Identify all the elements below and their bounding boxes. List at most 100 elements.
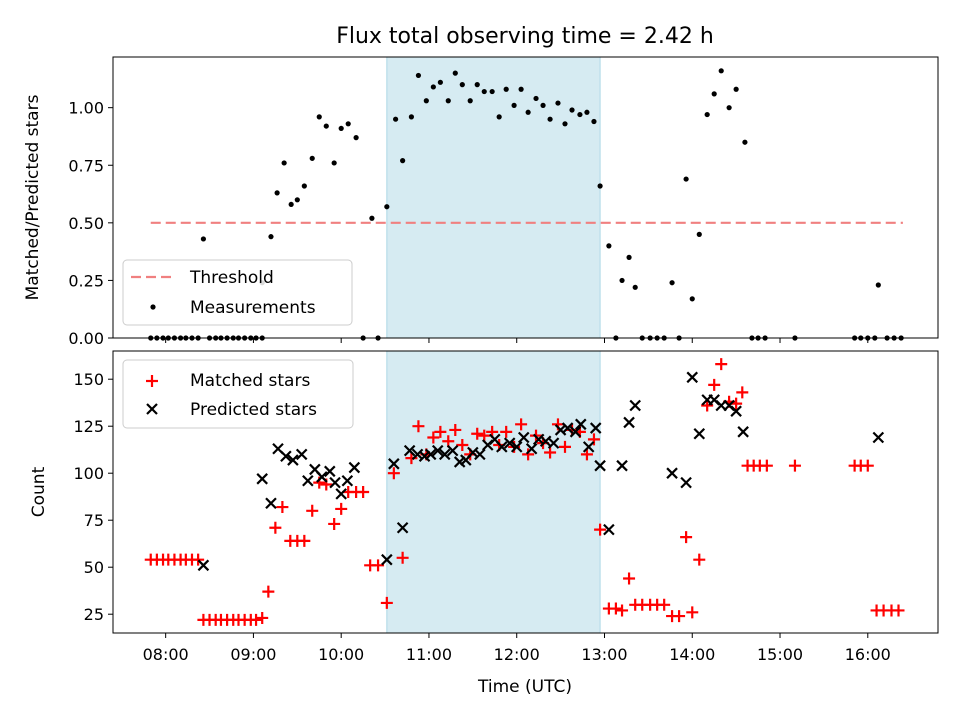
predicted-star-point	[280, 450, 292, 463]
matched-star-point	[673, 610, 686, 623]
bottom-highlight-span	[386, 350, 601, 634]
top-y-axis-label: Matched/Predicted stars	[23, 94, 43, 300]
matched-star-point	[788, 459, 801, 472]
predicted-star-point	[302, 474, 314, 487]
matched-star-point	[412, 420, 425, 433]
matched-star-point	[892, 604, 905, 617]
top-highlight-span	[386, 56, 601, 339]
matched-star-point	[760, 459, 773, 472]
measurement-point	[345, 121, 351, 127]
measurement-point	[309, 155, 315, 161]
matched-star-point	[328, 517, 341, 530]
measurement-point	[274, 190, 280, 196]
measurement-point	[393, 116, 399, 122]
predicted-star-point	[569, 426, 582, 438]
x-axis-label: Time (UTC)	[477, 677, 572, 697]
top-y-axis-ticks: 0.00 0.25 0.50 0.75 1.00	[68, 99, 113, 348]
matched-star-point	[434, 425, 447, 438]
predicted-star-point	[396, 521, 409, 534]
predicted-star-point	[329, 476, 341, 489]
matched-star-point	[609, 602, 622, 615]
matched-star-point	[357, 486, 370, 498]
measurement-point	[511, 102, 517, 108]
matched-star-point	[449, 423, 462, 436]
matched-star-point	[306, 504, 319, 517]
matched-star-point	[686, 606, 699, 619]
matched-star-point	[192, 553, 205, 566]
bottom-legend: Matched stars Predicted stars	[122, 359, 354, 429]
matched-star-point	[715, 358, 728, 371]
measurement-point	[742, 139, 748, 145]
measurement-point	[496, 114, 502, 120]
predicted-star-point	[686, 371, 699, 384]
measurement-point	[316, 114, 322, 120]
measurement-point	[555, 100, 561, 106]
measurement-point	[474, 82, 480, 88]
measurement-point	[562, 121, 568, 127]
predicted-star-point	[730, 405, 742, 417]
predicted-star-point	[295, 448, 308, 461]
matched-star-point	[515, 418, 528, 431]
bottom-y-tick-label: 25	[84, 605, 104, 624]
bottom-y-tick-label: 75	[84, 511, 104, 530]
predicted-star-point	[431, 444, 444, 457]
measurement-point	[696, 231, 702, 237]
bottom-legend-box	[122, 359, 354, 429]
legend-measurements-label: Measurements	[190, 298, 316, 318]
bottom-y-tick-label: 50	[84, 558, 104, 577]
measurement-point	[294, 197, 300, 203]
predicted-star-point	[582, 441, 595, 453]
matched-star-point	[680, 531, 693, 544]
measurement-point	[301, 183, 307, 189]
measurement-point	[452, 70, 458, 76]
matched-star-point	[658, 598, 671, 611]
matched-star-point	[250, 613, 263, 626]
predicted-star-point	[348, 461, 361, 474]
predicted-star-point	[737, 426, 749, 438]
bottom-x-tick-label: 08:00	[143, 645, 189, 664]
bottom-y-axis-label: Count	[29, 466, 49, 517]
matched-star-point	[558, 440, 571, 453]
matched-star-point	[500, 425, 513, 438]
measurement-point	[415, 72, 422, 79]
measurement-point	[353, 135, 359, 141]
matched-star-point	[256, 611, 269, 624]
measurement-point	[547, 116, 553, 122]
legend-predicted-swatch	[146, 403, 158, 415]
measurement-point	[569, 107, 575, 113]
bottom-x-tick-label: 11:00	[406, 645, 452, 664]
predicted-star-point	[335, 488, 347, 500]
measurement-point	[384, 204, 390, 210]
measurement-point	[632, 284, 638, 290]
measurement-point	[533, 95, 539, 102]
measurement-point	[577, 111, 583, 118]
bottom-panel: 25 50 75 100 125 150 08:00 09:00 10:00 11:00 12:0…	[29, 350, 939, 697]
matched-star-point	[262, 585, 275, 598]
matched-star-point	[269, 521, 282, 534]
matched-star-point	[380, 596, 393, 609]
matched-star-point	[372, 559, 385, 572]
measurement-point	[597, 183, 603, 189]
matched-star-point	[298, 534, 311, 547]
measurement-point	[704, 111, 710, 118]
predicted-star-point	[388, 458, 400, 470]
matched-star-point	[522, 448, 535, 461]
bottom-x-tick-label: 16:00	[845, 645, 891, 664]
count-points	[144, 358, 905, 626]
predicted-star-point	[517, 431, 530, 444]
bottom-x-tick-label: 14:00	[669, 645, 715, 664]
predicted-star-point	[324, 465, 336, 478]
predicted-star-point	[316, 471, 328, 483]
bottom-axes-frame	[112, 350, 939, 634]
legend-matched-swatch	[146, 375, 158, 387]
matched-star-point	[616, 604, 629, 617]
top-y-tick-label: 0.50	[68, 214, 104, 233]
legend-measurements-swatch	[150, 304, 156, 310]
measurement-point	[518, 86, 524, 92]
predicted-star-point	[623, 416, 635, 429]
matched-star-point	[405, 452, 418, 465]
measurement-point	[584, 109, 590, 115]
top-x-axis-ticks	[165, 338, 869, 343]
predicted-star-point	[510, 441, 523, 453]
measurement-point	[711, 91, 717, 97]
